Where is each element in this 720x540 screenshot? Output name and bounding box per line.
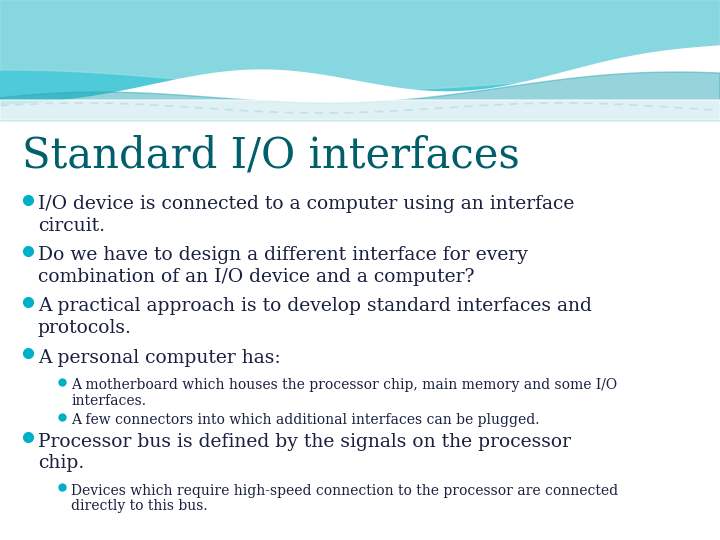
Text: Do we have to design a different interface for every: Do we have to design a different interfa… [38, 246, 528, 264]
Text: A personal computer has:: A personal computer has: [38, 349, 281, 367]
Text: A few connectors into which additional interfaces can be plugged.: A few connectors into which additional i… [71, 413, 539, 427]
Text: I/O device is connected to a computer using an interface: I/O device is connected to a computer us… [38, 195, 575, 213]
Text: directly to this bus.: directly to this bus. [71, 500, 207, 514]
Bar [0, 0, 720, 120]
Text: A motherboard which houses the processor chip, main memory and some I/O: A motherboard which houses the processor… [71, 378, 617, 392]
Text: Processor bus is defined by the signals on the processor: Processor bus is defined by the signals … [38, 433, 571, 451]
Text: circuit.: circuit. [38, 217, 105, 234]
Text: interfaces.: interfaces. [71, 394, 146, 408]
Text: A practical approach is to develop standard interfaces and: A practical approach is to develop stand… [38, 298, 592, 315]
Text: combination of an I/O device and a computer?: combination of an I/O device and a compu… [38, 268, 474, 286]
Text: chip.: chip. [38, 454, 84, 472]
Text: Devices which require high-speed connection to the processor are connected: Devices which require high-speed connect… [71, 484, 618, 498]
Text: protocols.: protocols. [38, 319, 132, 337]
Text: Standard I/O interfaces: Standard I/O interfaces [22, 135, 520, 177]
